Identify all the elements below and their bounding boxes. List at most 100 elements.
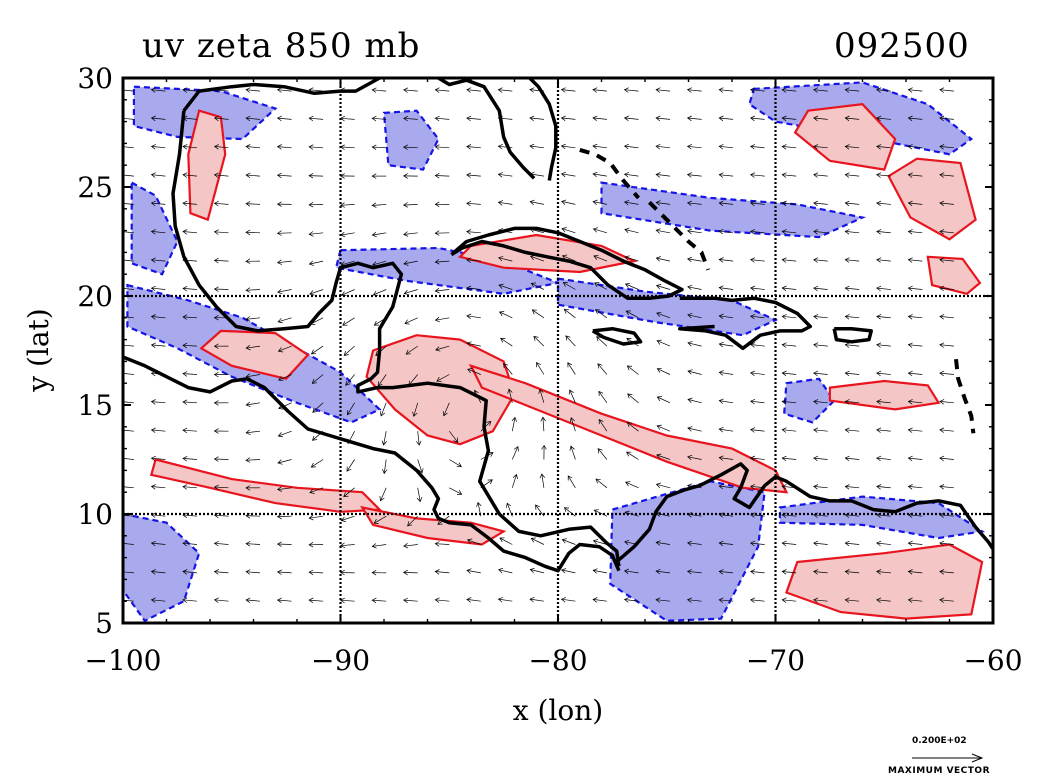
wind-vector [380,487,387,501]
wind-vector [277,89,292,92]
wind-vector-head [655,284,662,290]
wind-vector [123,117,134,120]
wind-vector-head [876,399,882,405]
wind-vector-head [750,427,756,433]
wind-vector-head [687,256,693,263]
island-bahamas-west [579,147,641,200]
reference-vector [912,753,984,763]
wind-vector [593,228,607,234]
wind-vector [498,257,513,262]
wind-vector-head [245,144,251,150]
wind-vector [567,475,576,488]
negative-vorticity-region-10 [783,377,836,424]
wind-vector [876,372,891,375]
wind-vector-head [340,202,345,208]
wind-vector-head [434,597,440,603]
wind-vector [939,316,954,319]
wind-vector-head [150,87,156,93]
wind-vector [182,231,198,234]
wind-vector [813,202,828,205]
y-tick-label: 30 [77,62,113,95]
wind-vector-head [876,229,882,235]
wind-vector [624,256,639,262]
wind-vector [435,89,450,92]
wind-vector [876,344,891,347]
wind-vector-head [907,342,913,348]
negative-vorticity-region-3 [334,246,562,295]
wind-vector-head [567,362,573,368]
wind-vector-head [844,540,850,547]
wind-vector-head [403,597,409,604]
wind-vector-head [466,568,472,574]
wind-vector [309,89,324,92]
wind-vector [309,515,324,519]
wind-vector-head [844,172,850,178]
wind-vector [656,570,671,574]
wind-vector-head [150,144,156,150]
wind-vector-head [813,370,819,377]
wind-vector [563,282,576,290]
wind-vector-head [310,462,317,468]
wind-vector [750,372,765,375]
wind-vector [876,316,891,319]
island-lesser-antilles [954,358,976,434]
wind-vector-head [781,172,787,178]
wind-vector-head [498,311,505,317]
wind-vector [151,117,166,120]
wind-vector-head [718,200,724,207]
negative-vorticity-region-4 [556,277,779,337]
wind-vector [908,401,923,404]
wind-vector [151,231,166,234]
wind-vector-head [182,399,188,405]
wind-vector-head [718,426,724,433]
negative-vorticity-region-11 [778,495,986,540]
wind-vector-head [561,254,568,260]
wind-vector-head [382,468,388,475]
wind-vector-head [530,537,536,543]
wind-vector [687,258,702,262]
wind-vector-head [213,569,219,575]
wind-vector [813,174,828,177]
wind-vector-head [308,542,314,548]
wind-vector-head [876,144,882,150]
wind-vector [782,344,797,347]
wind-vector-head [276,230,282,236]
wind-vector-head [655,482,661,488]
wind-vector-head [529,143,535,150]
wind-vector [498,89,513,92]
positive-vorticity-region-7 [793,103,897,171]
wind-vector [782,429,797,432]
wind-vector [309,260,324,265]
wind-vector [245,515,261,517]
wind-vector [466,599,481,602]
wind-vector-head [876,115,882,122]
wind-vector-head [781,200,787,207]
wind-vector [341,289,355,296]
x-tick-label: −70 [746,644,805,677]
wind-vector-head [560,143,566,150]
wind-vector [656,454,671,460]
wind-vector-head [844,370,850,377]
wind-vector-head [718,285,724,291]
wind-vector [403,117,418,120]
wind-vector-head [939,569,945,575]
wind-vector-head [718,115,724,122]
wind-vector [151,542,166,545]
wind-vector [939,89,954,92]
wind-vector-head [530,282,537,288]
wind-vector [719,514,734,517]
wind-vector [407,515,418,527]
wind-vector-head [939,427,945,433]
wind-vector-head [596,336,602,342]
wind-vector [309,232,324,235]
wind-vector-head [343,492,349,498]
wind-vector-head [540,416,546,422]
wind-vector [511,417,516,432]
wind-vector-head [182,285,188,292]
wind-vector-head [593,282,600,287]
wind-vector [719,315,734,319]
wind-vector-head [750,540,756,547]
wind-vector [531,537,545,545]
wind-vector [498,284,513,290]
wind-vector [340,544,355,547]
